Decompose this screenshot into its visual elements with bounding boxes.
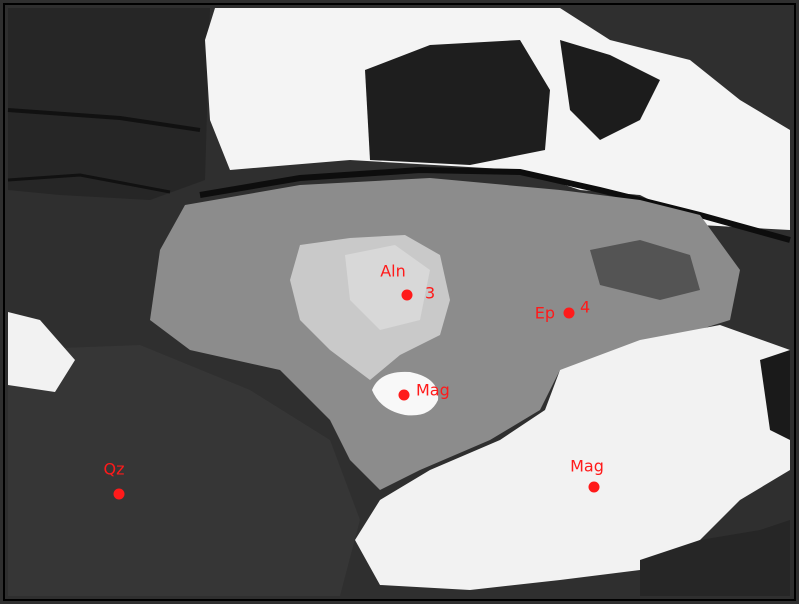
point-marker — [402, 290, 413, 301]
point-marker — [399, 390, 410, 401]
dark-grain — [8, 8, 210, 200]
mineral-label: Mag — [416, 381, 450, 400]
page: Aln3Ep4MagMagQz (() => { const data = JS… — [0, 0, 799, 604]
mineral-label: Mag — [570, 457, 604, 476]
point-marker — [589, 482, 600, 493]
mineral-label: Aln — [380, 262, 406, 281]
micrograph: Aln 3 Ep 4 Mag Mag Qz — [0, 0, 799, 604]
point-marker — [114, 489, 125, 500]
point-number: 4 — [580, 298, 590, 317]
mineral-label: Ep — [535, 304, 555, 323]
mineral-label: Qz — [104, 460, 125, 479]
point-marker — [564, 308, 575, 319]
point-number: 3 — [425, 284, 435, 303]
